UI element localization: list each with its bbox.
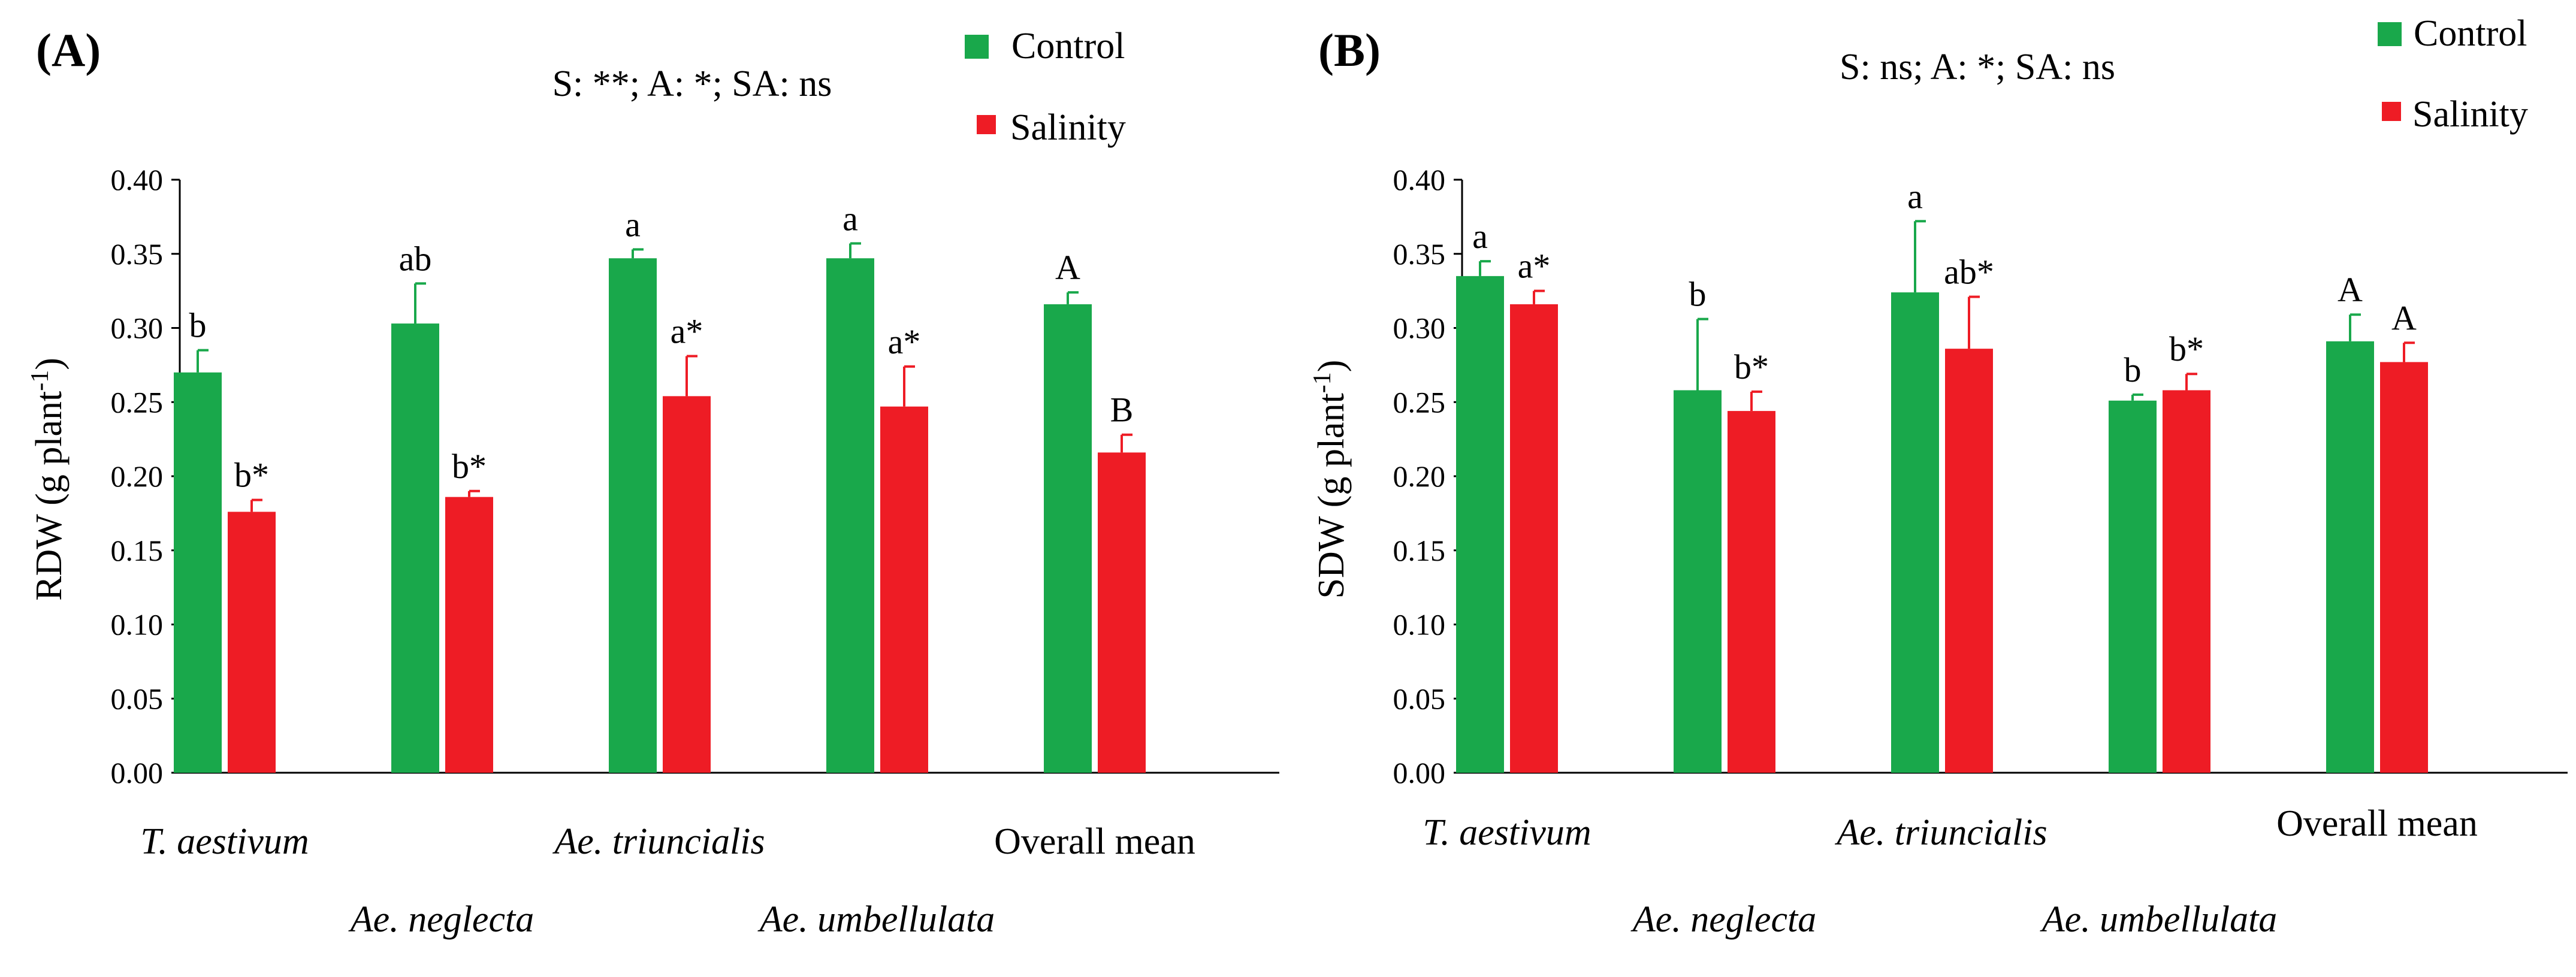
- significance-label: a: [625, 205, 641, 244]
- panel-a-plot-area: 0.00 0.05 0.10 0.15 0.20 0.25 0.30 0.35 0.40 b b* T…: [111, 163, 1279, 940]
- bar-control: [609, 258, 657, 773]
- legend-label-control: Control: [1011, 26, 1125, 66]
- significance-label: b*: [1734, 347, 1769, 386]
- bar-control: [1891, 292, 1939, 773]
- legend-swatch-salinity: [977, 115, 996, 134]
- bar-control: [826, 258, 874, 773]
- panel-a-title: S: **; A: *; SA: ns: [552, 63, 832, 104]
- bar-control: [1456, 276, 1504, 773]
- significance-label: b*: [2169, 329, 2204, 368]
- x-category-label: Ae. umbellulata: [2040, 899, 2278, 940]
- y-tick-label: 0.05: [1393, 682, 1446, 715]
- y-tick-label: 0.40: [111, 163, 164, 196]
- y-tick-label: 0.00: [111, 756, 164, 790]
- y-tick-label: 0.25: [1393, 385, 1446, 419]
- legend-label-salinity: Salinity: [2412, 94, 2528, 135]
- significance-label: a*: [1518, 247, 1551, 286]
- panel-b-ylabel: SDW (g plant-1): [1309, 360, 1352, 599]
- bar-salinity: [228, 512, 276, 773]
- x-category-label: T. aestivum: [1423, 812, 1591, 853]
- significance-label: a: [1907, 177, 1923, 216]
- legend-swatch-control: [2378, 22, 2402, 46]
- bar-salinity: [1945, 349, 1993, 773]
- y-tick-label: 0.05: [111, 682, 164, 715]
- y-tick-label: 0.15: [1393, 534, 1446, 567]
- bar-salinity: [663, 396, 711, 773]
- bar-control: [1674, 390, 1722, 773]
- significance-label: B: [1110, 391, 1134, 429]
- bar-salinity: [880, 406, 928, 773]
- panel-b-label: (B): [1318, 24, 1381, 76]
- bar-salinity: [2380, 362, 2428, 773]
- x-category-label: T. aestivum: [140, 821, 309, 862]
- panel-a-ylabel: RDW (g plant-1): [26, 358, 70, 601]
- significance-label: ab: [399, 239, 432, 278]
- bar-salinity: [1098, 452, 1146, 773]
- bar-control: [1044, 304, 1092, 773]
- legend-swatch-salinity: [2382, 102, 2401, 121]
- significance-label: a: [1472, 217, 1488, 256]
- y-tick-label: 0.30: [111, 311, 164, 345]
- legend-label-control: Control: [2414, 13, 2527, 54]
- legend-swatch-control: [965, 35, 989, 59]
- significance-label: A: [1055, 248, 1080, 287]
- panel-a: (A) S: **; A: *; SA: ns Control Salinity…: [26, 24, 1279, 940]
- significance-label: b*: [452, 447, 487, 486]
- significance-label: b: [189, 306, 207, 345]
- significance-label: ab*: [1944, 253, 1994, 292]
- bar-salinity: [1728, 411, 1775, 773]
- y-tick-label: 0.40: [1393, 163, 1446, 196]
- panel-b: (B) S: ns; A: *; SA: ns Control Salinity…: [1309, 13, 2568, 940]
- significance-label: A: [2391, 298, 2417, 337]
- y-tick-label: 0.20: [1393, 459, 1446, 493]
- y-tick-label: 0.25: [111, 385, 164, 419]
- significance-label: b*: [234, 456, 269, 495]
- panel-b-legend: Control Salinity: [2378, 13, 2528, 135]
- significance-label: a*: [671, 312, 703, 351]
- y-tick-label: 0.20: [111, 459, 164, 493]
- significance-label: A: [2338, 270, 2363, 309]
- bar-salinity: [445, 497, 493, 773]
- panel-a-label: (A): [36, 24, 101, 76]
- bar-control: [174, 372, 222, 773]
- bar-salinity: [1510, 304, 1558, 773]
- legend-label-salinity: Salinity: [1010, 107, 1126, 148]
- x-category-label: Overall mean: [2276, 803, 2478, 844]
- bar-control: [2109, 400, 2157, 773]
- significance-label: a*: [888, 322, 921, 361]
- y-tick-label: 0.15: [111, 534, 164, 567]
- x-category-label: Ae. triuncialis: [552, 821, 765, 862]
- panel-b-title: S: ns; A: *; SA: ns: [1840, 47, 2115, 87]
- y-tick-label: 0.10: [1393, 608, 1446, 642]
- y-tick-label: 0.00: [1393, 756, 1446, 790]
- x-category-label: Ae. neglecta: [348, 899, 534, 940]
- significance-label: b: [1689, 275, 1707, 314]
- panel-b-plot-area: 0.00 0.05 0.10 0.15 0.20 0.25 0.30 0.35 0.40 a a* T…: [1393, 163, 2568, 940]
- y-tick-label: 0.35: [1393, 237, 1446, 271]
- bar-control: [2326, 341, 2374, 773]
- panel-a-legend: Control Salinity: [965, 26, 1126, 148]
- y-tick-label: 0.10: [111, 608, 164, 642]
- y-tick-label: 0.35: [111, 237, 164, 271]
- significance-label: b: [2124, 350, 2142, 389]
- x-category-label: Ae. triuncialis: [1834, 812, 2047, 853]
- y-tick-label: 0.30: [1393, 311, 1446, 345]
- bar-salinity: [2163, 390, 2210, 773]
- x-category-label: Ae. umbellulata: [757, 899, 995, 940]
- x-category-label: Overall mean: [994, 821, 1195, 862]
- x-category-label: Ae. neglecta: [1630, 899, 1816, 940]
- significance-label: a: [842, 199, 858, 238]
- bar-control: [391, 323, 439, 773]
